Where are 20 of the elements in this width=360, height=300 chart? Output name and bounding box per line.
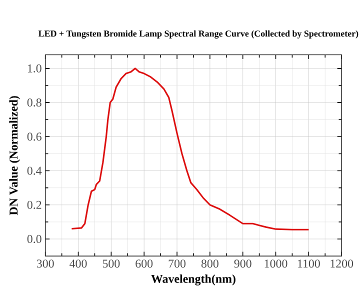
x-tick-label: 800 <box>201 260 218 268</box>
x-tick-label: 500 <box>102 260 120 268</box>
y-tick-label: 0.4 <box>27 166 42 175</box>
x-tick-label: 400 <box>70 260 87 268</box>
x-tick-label: 700 <box>168 260 186 268</box>
x-tick-label: 1200 <box>330 260 354 268</box>
x-tick-label: 300 <box>36 260 54 268</box>
x-tick-label: 1100 <box>298 260 320 268</box>
y-tick-label: 0.2 <box>27 200 42 209</box>
chart-title: LED + Tungsten Bromide Lamp Spectral Range Curve (Collected by Spectrometer) <box>38 30 358 39</box>
x-axis-title: Wavelength(nm) <box>151 274 236 286</box>
y-axis-title: DN Value (Normalized) <box>9 96 20 216</box>
x-tick-label: 1000 <box>264 260 288 268</box>
y-tick-label: 0.8 <box>27 98 42 107</box>
x-tick-label: 600 <box>136 260 153 268</box>
y-tick-label: 0.6 <box>27 132 42 141</box>
y-tick-label: 1.0 <box>28 64 42 72</box>
line-series <box>70 68 310 230</box>
x-tick-label: 900 <box>234 260 252 268</box>
y-tick-label: 0.0 <box>27 234 42 244</box>
